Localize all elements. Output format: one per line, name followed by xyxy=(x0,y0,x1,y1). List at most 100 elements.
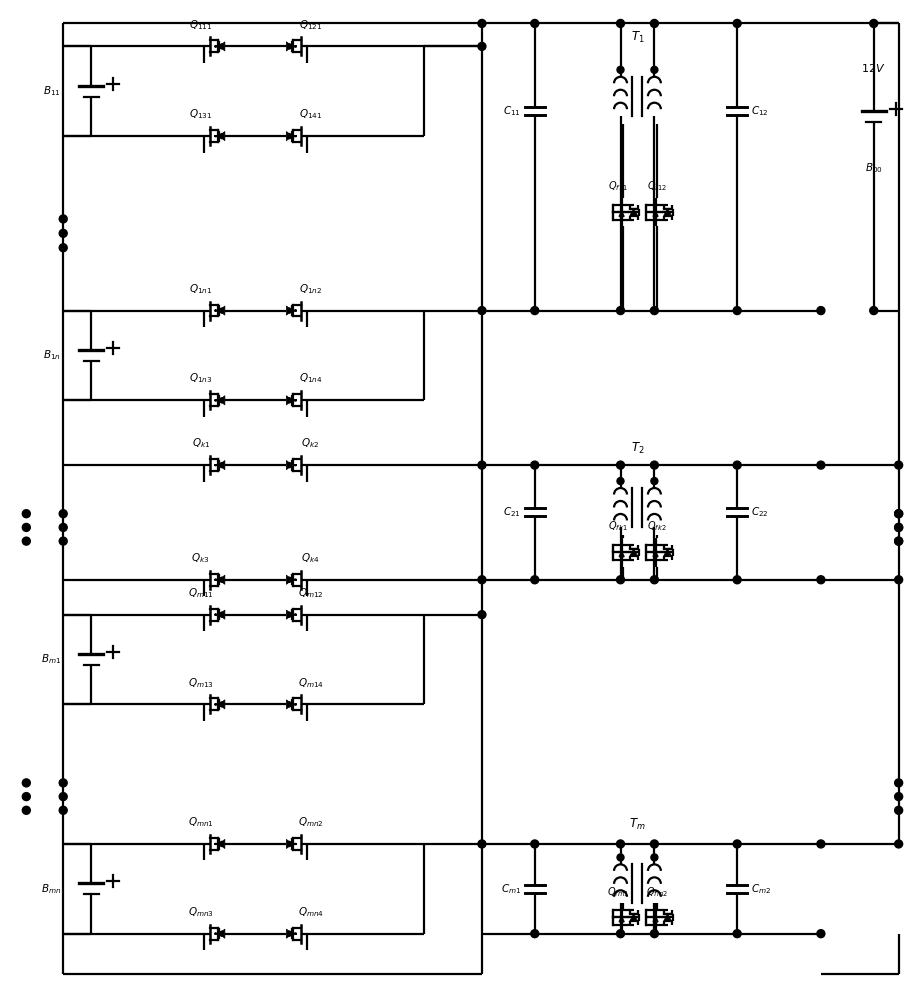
Circle shape xyxy=(817,576,824,584)
Circle shape xyxy=(59,215,68,223)
Polygon shape xyxy=(219,839,225,849)
Circle shape xyxy=(59,537,68,545)
Text: $B_{1n}$: $B_{1n}$ xyxy=(43,349,61,362)
Text: $Q_{141}$: $Q_{141}$ xyxy=(299,108,323,121)
Circle shape xyxy=(895,806,903,814)
Circle shape xyxy=(617,66,624,73)
Circle shape xyxy=(895,779,903,787)
Circle shape xyxy=(651,307,658,315)
Polygon shape xyxy=(219,461,225,470)
Polygon shape xyxy=(286,610,292,619)
Circle shape xyxy=(733,576,741,584)
Circle shape xyxy=(733,930,741,938)
Text: $Q_{k3}$: $Q_{k3}$ xyxy=(191,551,210,565)
Polygon shape xyxy=(219,396,225,405)
Text: $C_{22}$: $C_{22}$ xyxy=(751,506,769,519)
Text: $Q_{m12}$: $Q_{m12}$ xyxy=(298,586,324,600)
Circle shape xyxy=(651,66,658,73)
Text: $Q_{m11}$: $Q_{m11}$ xyxy=(187,586,214,600)
Circle shape xyxy=(478,19,486,27)
Circle shape xyxy=(651,19,658,27)
Polygon shape xyxy=(286,839,292,849)
Circle shape xyxy=(59,523,68,531)
Circle shape xyxy=(59,779,68,787)
Polygon shape xyxy=(286,396,292,405)
Text: $Q_{fm2}$: $Q_{fm2}$ xyxy=(645,885,668,899)
Circle shape xyxy=(617,478,624,485)
Polygon shape xyxy=(664,549,672,556)
Polygon shape xyxy=(664,914,672,921)
Circle shape xyxy=(617,840,624,848)
Polygon shape xyxy=(286,700,292,709)
Circle shape xyxy=(59,244,68,252)
Circle shape xyxy=(531,307,538,315)
Text: $B_{00}$: $B_{00}$ xyxy=(865,161,883,175)
Polygon shape xyxy=(219,575,225,584)
Polygon shape xyxy=(664,209,672,216)
Circle shape xyxy=(478,576,486,584)
Text: $Q_{mn2}$: $Q_{mn2}$ xyxy=(298,815,324,829)
Text: $C_{21}$: $C_{21}$ xyxy=(503,506,521,519)
Circle shape xyxy=(22,537,30,545)
Text: $C_{m2}$: $C_{m2}$ xyxy=(751,882,771,896)
Text: $Q_{1n4}$: $Q_{1n4}$ xyxy=(299,372,323,385)
Polygon shape xyxy=(219,929,225,938)
Polygon shape xyxy=(286,461,292,470)
Circle shape xyxy=(617,576,624,584)
Text: $Q_{k2}$: $Q_{k2}$ xyxy=(302,437,320,450)
Circle shape xyxy=(478,840,486,848)
Text: $Q_{111}$: $Q_{111}$ xyxy=(189,18,212,32)
Circle shape xyxy=(617,930,624,938)
Circle shape xyxy=(895,510,903,518)
Text: $Q_{k1}$: $Q_{k1}$ xyxy=(192,437,210,450)
Circle shape xyxy=(651,461,658,469)
Circle shape xyxy=(895,793,903,801)
Text: $Q_{mn3}$: $Q_{mn3}$ xyxy=(187,905,214,919)
Text: $Q_{fk2}$: $Q_{fk2}$ xyxy=(647,520,666,533)
Text: $Q_{121}$: $Q_{121}$ xyxy=(299,18,323,32)
Circle shape xyxy=(617,19,624,27)
Circle shape xyxy=(651,930,658,938)
Text: $T_m$: $T_m$ xyxy=(629,817,646,832)
Circle shape xyxy=(22,510,30,518)
Circle shape xyxy=(895,537,903,545)
Circle shape xyxy=(895,523,903,531)
Circle shape xyxy=(817,930,824,938)
Circle shape xyxy=(617,307,624,315)
Circle shape xyxy=(59,806,68,814)
Circle shape xyxy=(22,523,30,531)
Circle shape xyxy=(895,537,903,545)
Text: $Q_{1n1}$: $Q_{1n1}$ xyxy=(189,282,212,296)
Circle shape xyxy=(733,840,741,848)
Text: $Q_{1n3}$: $Q_{1n3}$ xyxy=(189,372,212,385)
Text: $Q_{mn1}$: $Q_{mn1}$ xyxy=(187,815,214,829)
Text: $Q_{fm1}$: $Q_{fm1}$ xyxy=(607,885,630,899)
Text: $T_1$: $T_1$ xyxy=(631,30,644,45)
Circle shape xyxy=(531,461,538,469)
Text: $T_2$: $T_2$ xyxy=(631,441,644,456)
Circle shape xyxy=(733,461,741,469)
Text: $Q_{131}$: $Q_{131}$ xyxy=(189,108,212,121)
Circle shape xyxy=(531,19,538,27)
Circle shape xyxy=(895,576,903,584)
Text: $Q_{f12}$: $Q_{f12}$ xyxy=(647,179,666,193)
Polygon shape xyxy=(286,306,292,315)
Polygon shape xyxy=(286,42,292,51)
Polygon shape xyxy=(219,42,225,51)
Circle shape xyxy=(22,793,30,801)
Circle shape xyxy=(617,461,624,469)
Circle shape xyxy=(22,806,30,814)
Polygon shape xyxy=(630,549,638,556)
Text: $C_{m1}$: $C_{m1}$ xyxy=(501,882,521,896)
Text: $Q_{f11}$: $Q_{f11}$ xyxy=(608,179,628,193)
Circle shape xyxy=(895,840,903,848)
Circle shape xyxy=(895,523,903,531)
Circle shape xyxy=(817,307,824,315)
Polygon shape xyxy=(219,610,225,619)
Text: $B_{mn}$: $B_{mn}$ xyxy=(41,882,61,896)
Text: $Q_{k4}$: $Q_{k4}$ xyxy=(302,551,320,565)
Circle shape xyxy=(895,461,903,469)
Circle shape xyxy=(531,930,538,938)
Polygon shape xyxy=(286,132,292,141)
Circle shape xyxy=(870,307,877,315)
